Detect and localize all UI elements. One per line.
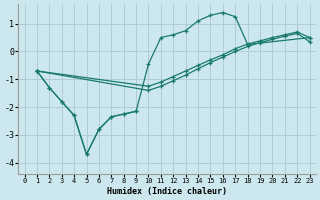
X-axis label: Humidex (Indice chaleur): Humidex (Indice chaleur) [107, 187, 227, 196]
